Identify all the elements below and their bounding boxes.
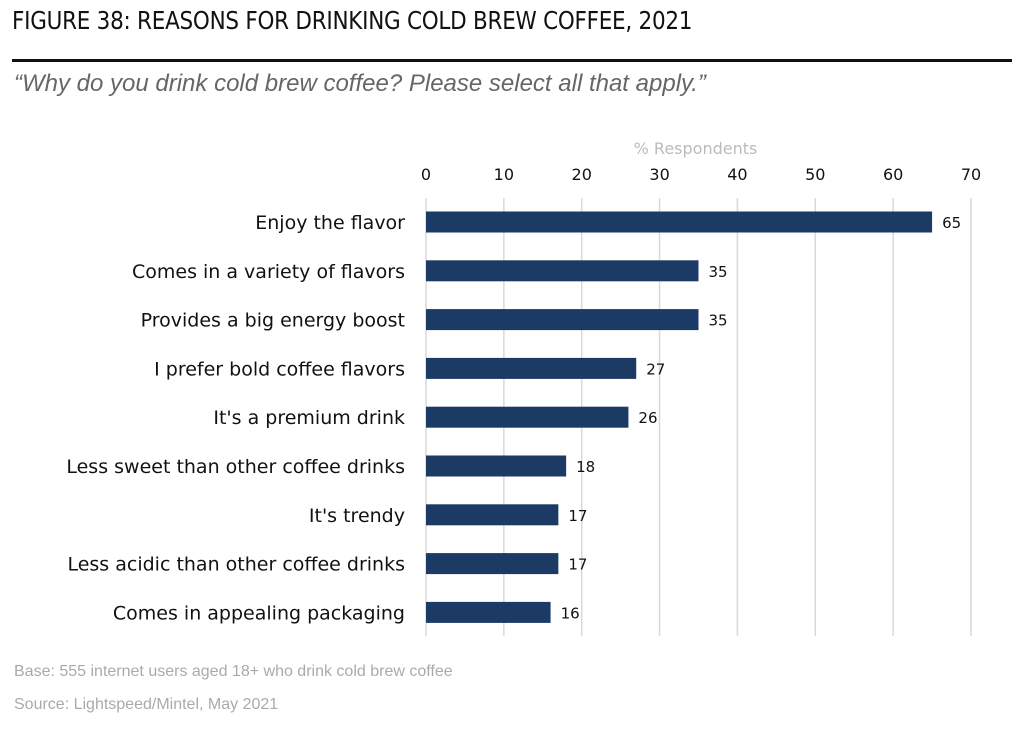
- axis-label: % Respondents: [634, 139, 758, 158]
- data-label: 35: [709, 312, 728, 330]
- data-label: 65: [942, 214, 961, 232]
- bar: [426, 601, 551, 623]
- category-label: It's trendy: [309, 505, 405, 527]
- category-label: Enjoy the flavor: [255, 212, 405, 234]
- tick-label: 60: [883, 165, 903, 184]
- data-label: 17: [568, 507, 587, 525]
- survey-question: “Why do you drink cold brew coffee? Plea…: [14, 70, 706, 97]
- bar: [426, 455, 567, 477]
- tick-label: 40: [727, 165, 747, 184]
- tick-label: 10: [494, 165, 514, 184]
- category-label: Comes in a variety of flavors: [132, 261, 405, 283]
- figure-title: FIGURE 38: REASONS FOR DRINKING COLD BRE…: [12, 6, 693, 35]
- title-divider: [12, 59, 1012, 62]
- base-note: Base: 555 internet users aged 18+ who dr…: [14, 663, 453, 680]
- bar: [426, 260, 699, 282]
- category-label: Provides a big energy boost: [141, 310, 405, 332]
- bar: [426, 504, 559, 526]
- tick-label: 20: [572, 165, 592, 184]
- tick-label: 30: [649, 165, 669, 184]
- source-note: Source: Lightspeed/Mintel, May 2021: [14, 696, 279, 713]
- data-label: 35: [709, 263, 728, 281]
- category-label: Less acidic than other coffee drinks: [67, 554, 405, 576]
- category-label: I prefer bold coffee flavors: [154, 358, 405, 380]
- bar: [426, 357, 637, 379]
- bar: [426, 309, 699, 331]
- data-label: 27: [646, 360, 665, 378]
- bar: [426, 406, 629, 428]
- category-label: Less sweet than other coffee drinks: [66, 456, 405, 478]
- tick-label: 0: [421, 165, 431, 184]
- bar: [426, 553, 559, 575]
- category-label: It's a premium drink: [213, 407, 405, 429]
- category-label: Comes in appealing packaging: [113, 602, 405, 624]
- tick-label: 70: [961, 165, 981, 184]
- data-label: 26: [638, 409, 657, 427]
- data-label: 16: [561, 604, 580, 622]
- data-label: 18: [576, 458, 595, 476]
- data-label: 17: [568, 556, 587, 574]
- tick-label: 50: [805, 165, 825, 184]
- bar: [426, 211, 933, 233]
